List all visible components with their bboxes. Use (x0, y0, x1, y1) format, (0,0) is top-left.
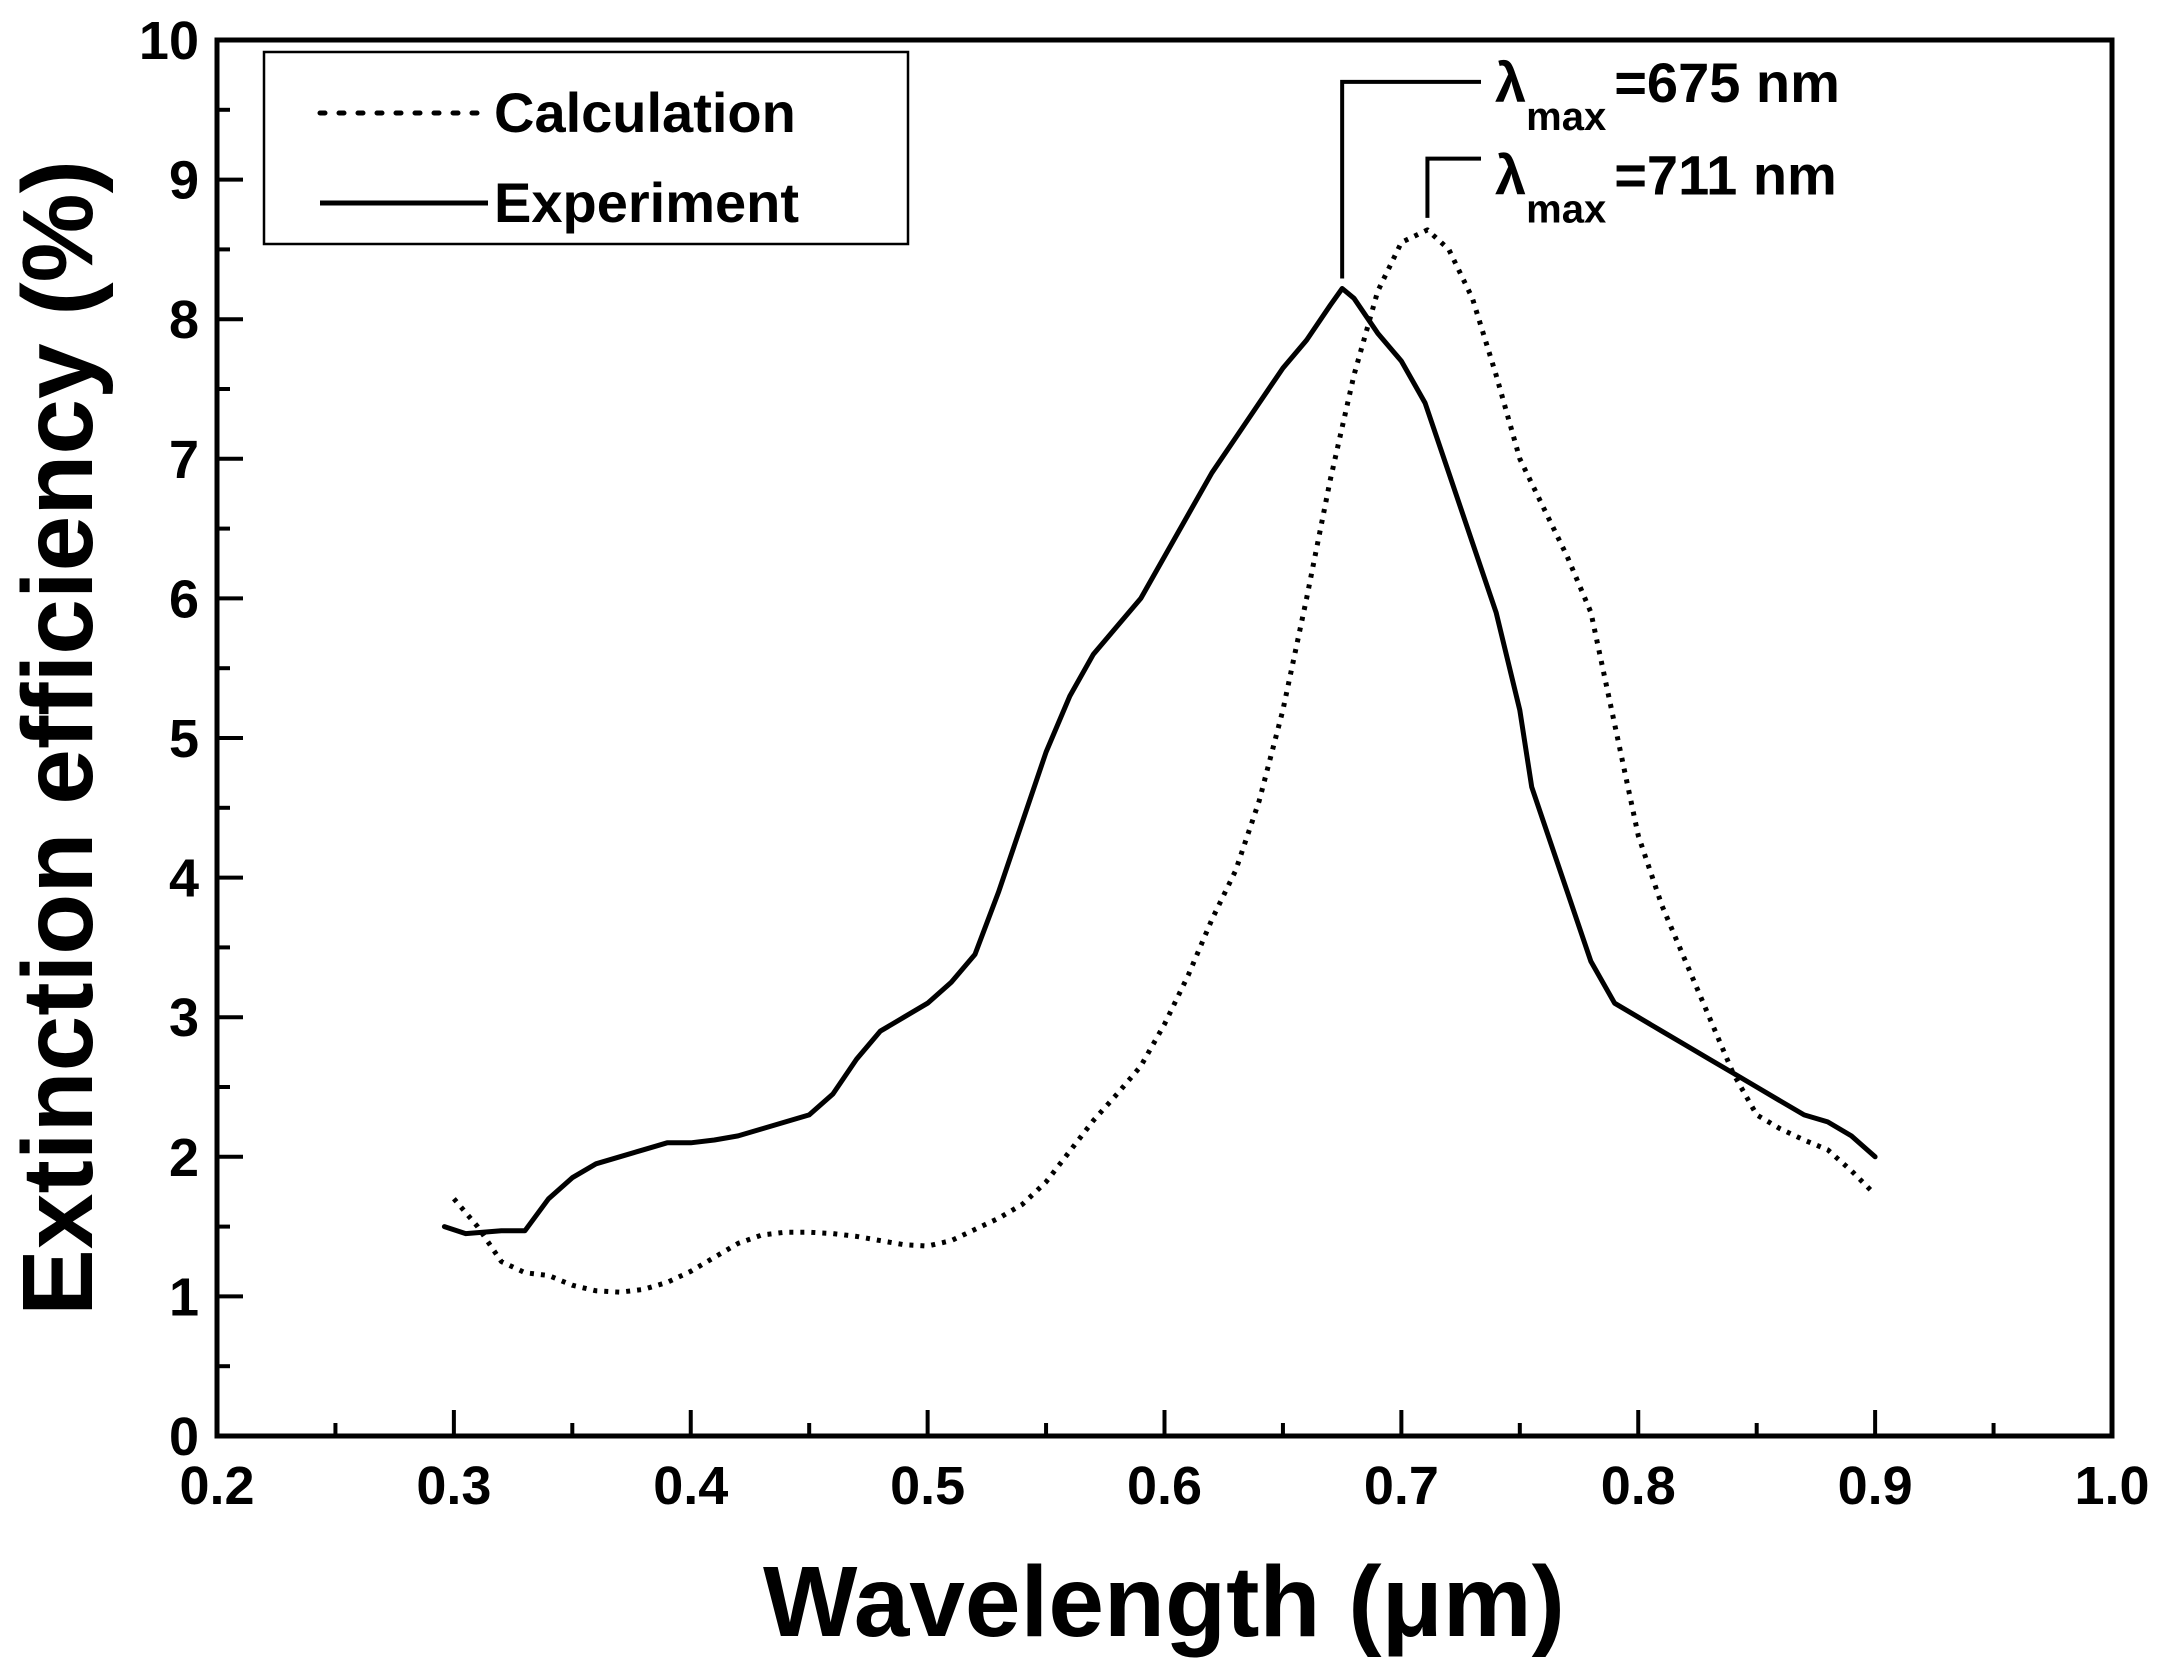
y-tick-label: 10 (139, 11, 199, 71)
legend-label-experiment: Experiment (494, 171, 799, 234)
series-layer (441, 227, 1878, 1295)
y-tick-label: 6 (169, 569, 199, 629)
legend: Calculation Experiment (262, 50, 910, 246)
x-axis-title: Wavelength (μm) (763, 1546, 1565, 1658)
x-tick-label: 1.0 (2074, 1456, 2149, 1516)
y-tick-label: 7 (169, 430, 199, 490)
y-tick-label: 8 (169, 290, 199, 350)
series-line-calculation (451, 227, 1877, 1295)
annotation-label-1: λmax=675 nm (1495, 51, 1840, 139)
x-tick-label: 0.7 (1364, 1456, 1439, 1516)
annotation-leader-1 (1340, 79, 1481, 279)
y-axis-title: Extinction efficiency (%) (2, 160, 114, 1316)
annotation-label-2: λmax=711 nm (1495, 144, 1837, 232)
y-tick-label: 5 (169, 709, 199, 769)
y-tick-label: 4 (169, 849, 199, 909)
legend-box (262, 50, 910, 246)
y-tick-label: 3 (169, 988, 199, 1048)
x-tick-label: 0.4 (653, 1456, 728, 1516)
x-tick-label: 0.2 (179, 1456, 254, 1516)
x-tick-label: 0.8 (1601, 1456, 1676, 1516)
y-axis-ticks: 0 1 2 3 4 5 6 7 8 9 10 (139, 11, 243, 1467)
y-tick-label: 0 (169, 1407, 199, 1467)
y-tick-label: 9 (169, 151, 199, 211)
y-tick-label: 2 (169, 1128, 199, 1188)
x-tick-label: 0.3 (416, 1456, 491, 1516)
x-tick-label: 0.6 (1127, 1456, 1202, 1516)
x-tick-label: 0.5 (890, 1456, 965, 1516)
series-line-experiment (441, 286, 1878, 1237)
x-tick-label: 0.9 (1838, 1456, 1913, 1516)
legend-label-calculation: Calculation (494, 81, 796, 144)
y-tick-label: 1 (169, 1267, 199, 1327)
annotation-leader-2 (1425, 156, 1481, 218)
x-axis-ticks: 0.2 0.3 0.4 0.5 0.6 0.7 0.8 0.9 1.0 (179, 1410, 2150, 1516)
